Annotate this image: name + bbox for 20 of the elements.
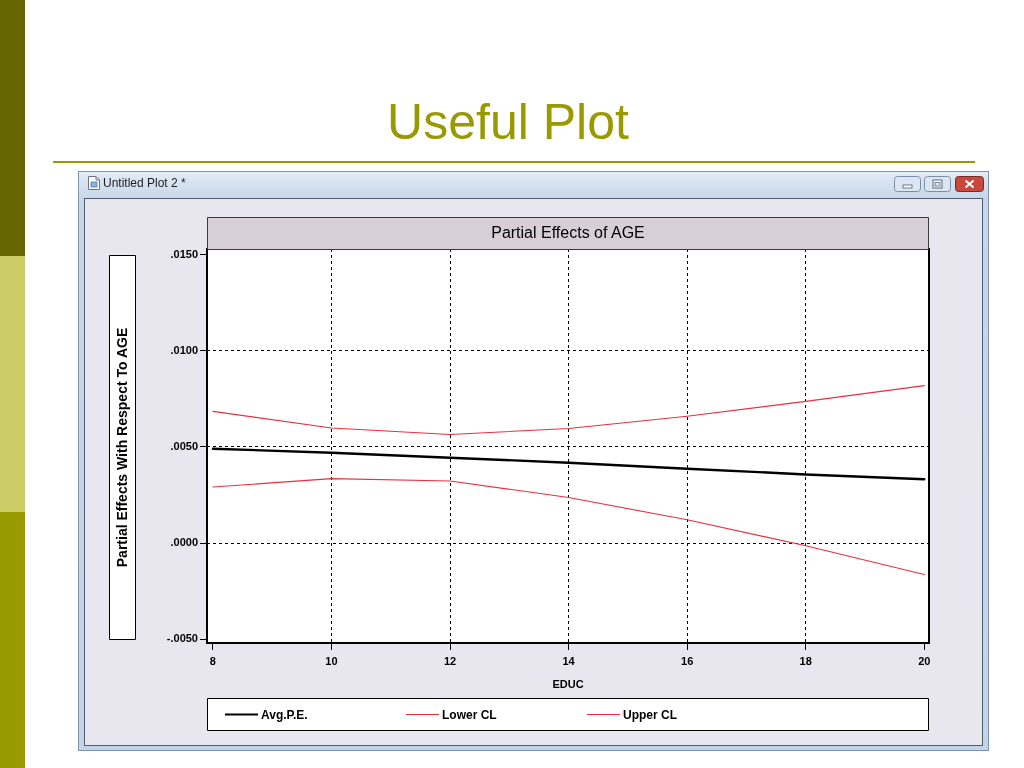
x-tick-label: 14: [562, 654, 576, 667]
x-tick-label: 16: [681, 654, 694, 667]
legend-label: Upper CL: [623, 707, 677, 722]
chart-title: Partial Effects of AGE: [491, 224, 645, 242]
y-tick-label: .0150: [170, 247, 198, 260]
legend-label: Lower CL: [442, 707, 497, 722]
y-tick-label: .0100: [170, 343, 198, 356]
y-tick-label: -.0050: [166, 632, 198, 645]
text: Useful Plot: [386, 93, 630, 152]
y-tick-label: .0050: [170, 439, 198, 452]
y-axis-title: Partial Effects With Respect To AGE: [114, 327, 131, 568]
x-tick-label: 20: [918, 654, 931, 667]
legend-label: Avg.P.E.: [261, 707, 308, 722]
x-tick-label: 8: [209, 654, 216, 667]
x-tick-label: 18: [799, 654, 812, 667]
y-tick-label: .0000: [170, 536, 198, 549]
x-tick-label: 10: [325, 654, 338, 667]
text: Untitled Plot 2 *: [103, 175, 186, 191]
x-axis-title: EDUC: [552, 678, 584, 691]
x-tick-label: 12: [443, 654, 457, 667]
